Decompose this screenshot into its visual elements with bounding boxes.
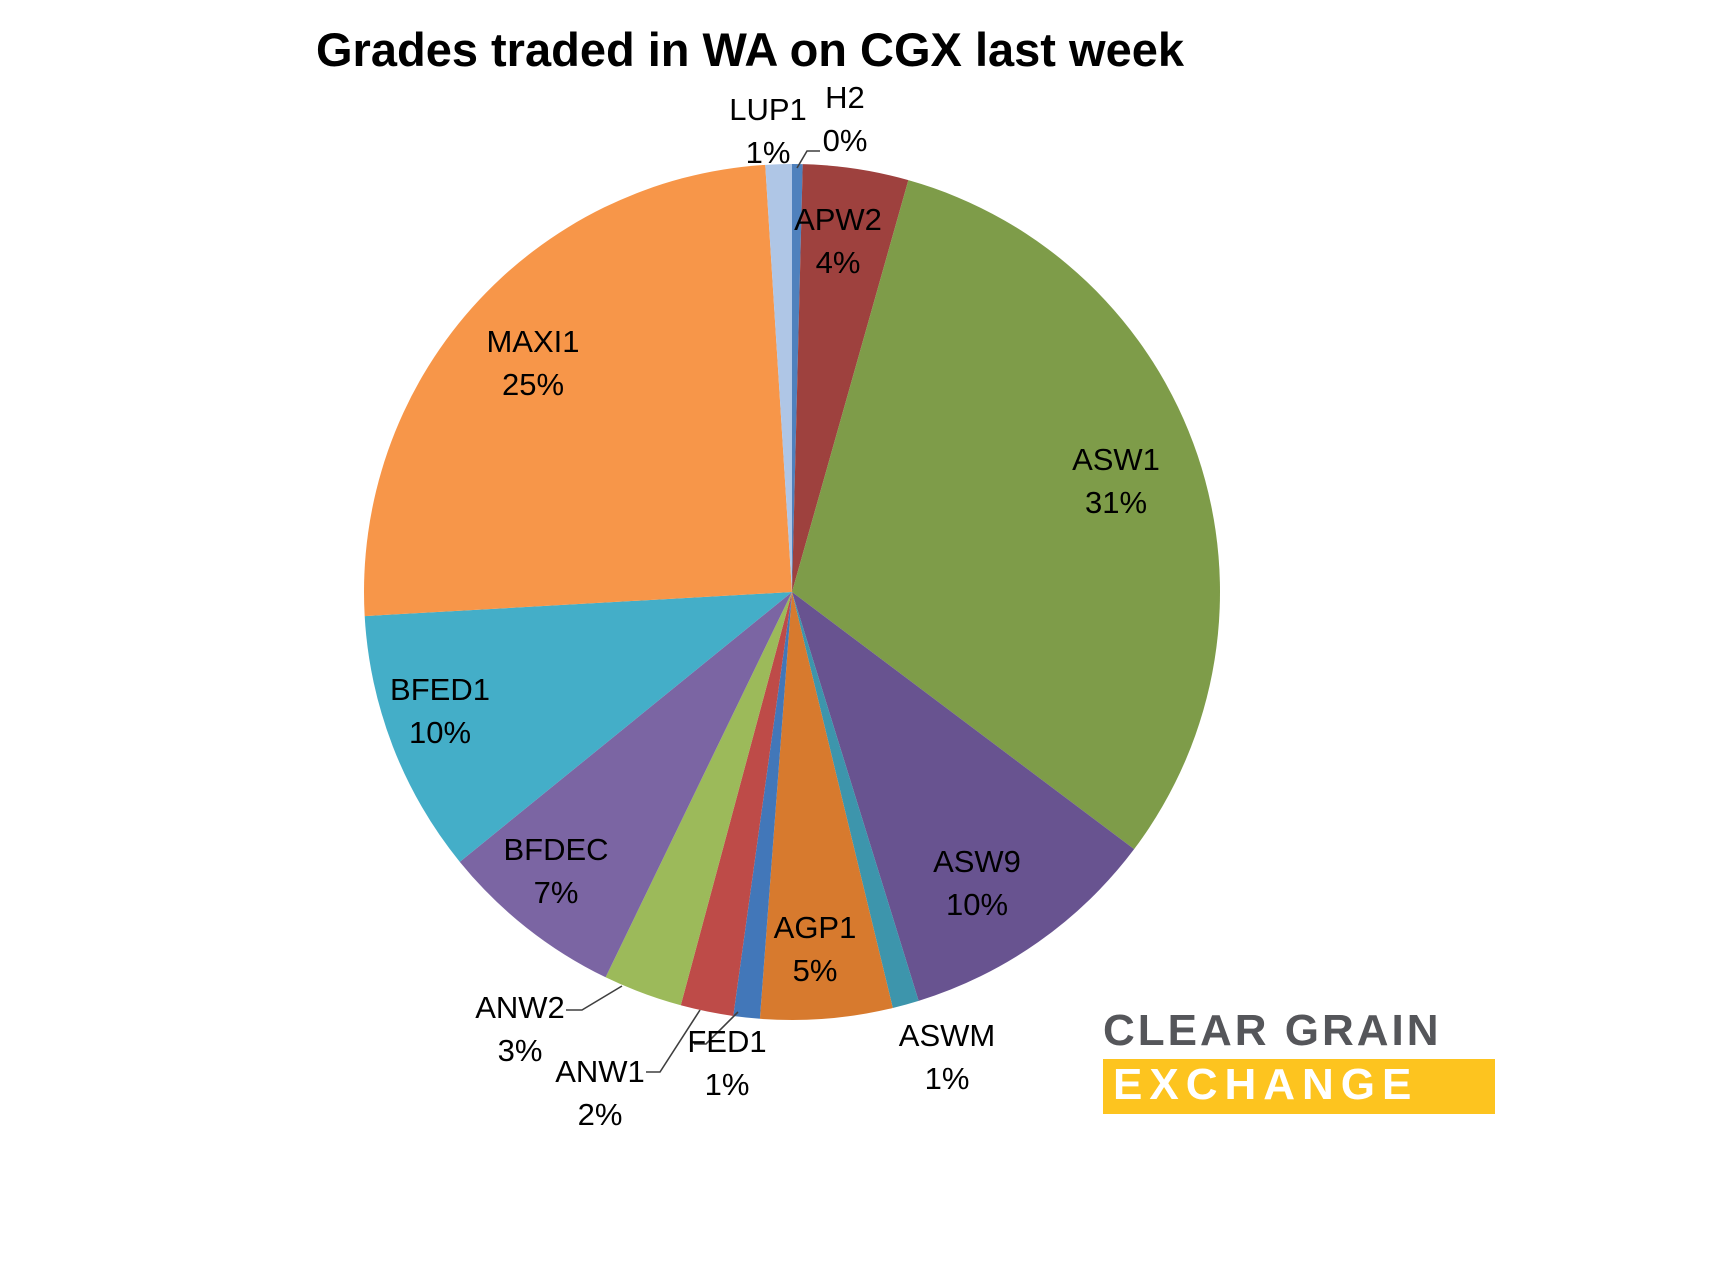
slice-name-apw2: APW2 — [794, 202, 882, 237]
slice-name-maxi1: MAXI1 — [486, 324, 579, 359]
pie-slice-bfdec — [459, 592, 792, 978]
slice-name-agp1: AGP1 — [774, 910, 857, 945]
pie-slice-aswm — [792, 592, 919, 1008]
pie-slice-maxi1 — [364, 164, 792, 617]
slice-percent-apw2: 4% — [816, 245, 861, 280]
slice-percent-anw2: 3% — [498, 1033, 543, 1068]
slice-percent-aswm: 1% — [925, 1061, 970, 1096]
chart-title: Grades traded in WA on CGX last week — [316, 23, 1184, 76]
slice-name-anw2: ANW2 — [475, 990, 565, 1025]
slice-name-asw9: ASW9 — [933, 844, 1021, 879]
slice-percent-h2: 0% — [823, 123, 868, 158]
slice-name-h2: H2 — [825, 80, 865, 115]
pie-slice-asw1 — [792, 180, 1221, 850]
slice-name-anw1: ANW1 — [555, 1054, 645, 1089]
pie-slice-asw9 — [792, 592, 1135, 1001]
slice-name-aswm: ASWM — [899, 1018, 995, 1053]
slice-percent-asw1: 31% — [1085, 485, 1147, 520]
leader-line-h2 — [796, 150, 820, 169]
leader-line-fed1 — [694, 1011, 739, 1045]
slice-name-lup1: LUP1 — [729, 92, 807, 127]
slice-name-fed1: FED1 — [687, 1024, 766, 1059]
slice-percent-asw9: 10% — [946, 887, 1008, 922]
leader-line-anw1 — [646, 1009, 701, 1073]
slice-percent-bfed1: 10% — [409, 715, 471, 750]
pie-slice-bfed1 — [364, 592, 792, 862]
cgx-logo: CLEAR GRAIN EXCHANGE — [1103, 1006, 1495, 1114]
slice-name-asw1: ASW1 — [1072, 442, 1160, 477]
slice-percent-anw1: 2% — [578, 1097, 623, 1132]
logo-text-clear-grain: CLEAR GRAIN — [1103, 1006, 1442, 1055]
pie-slice-anw1 — [680, 592, 792, 1016]
slice-percent-lup1: 1% — [746, 135, 791, 170]
slice-name-bfdec: BFDEC — [503, 832, 608, 867]
pie-slice-fed1 — [733, 592, 792, 1019]
pie-slice-agp1 — [759, 592, 893, 1020]
slice-percent-agp1: 5% — [793, 953, 838, 988]
logo-text-exchange: EXCHANGE — [1103, 1059, 1495, 1114]
slice-name-bfed1: BFED1 — [390, 672, 490, 707]
leader-line-anw2 — [566, 985, 623, 1011]
slice-percent-fed1: 1% — [705, 1067, 750, 1102]
slice-percent-bfdec: 7% — [534, 875, 579, 910]
pie-slice-anw2 — [605, 592, 792, 1006]
pie-slice-h2 — [792, 163, 803, 592]
pie-slice-lup1 — [765, 164, 792, 592]
pie-slice-apw2 — [792, 164, 909, 592]
slice-percent-maxi1: 25% — [502, 367, 564, 402]
